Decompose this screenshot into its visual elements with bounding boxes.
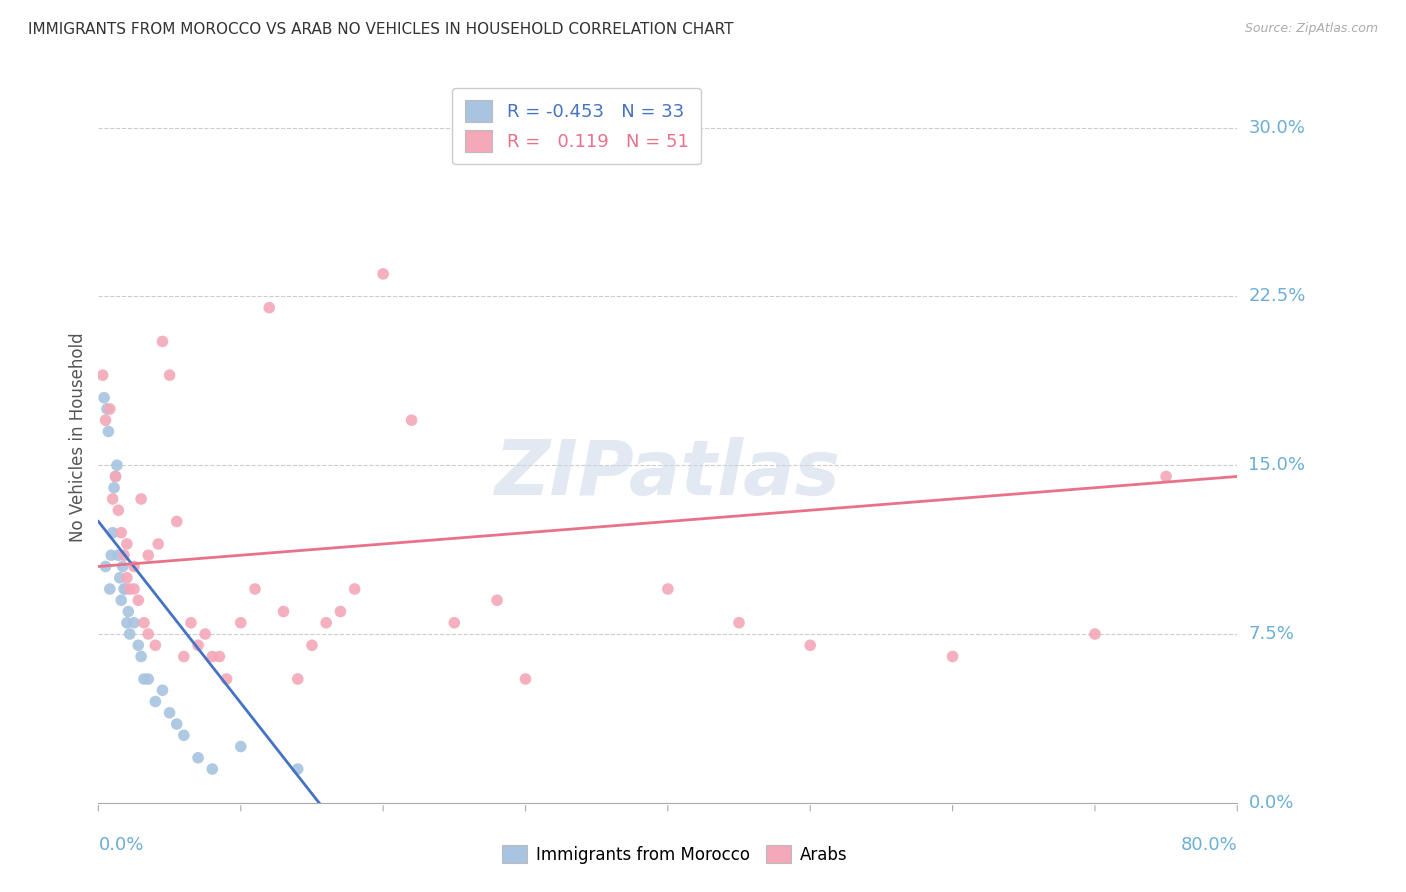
Point — [112, 582, 135, 596]
Point — [132, 672, 155, 686]
Point — [443, 615, 465, 630]
Point — [173, 649, 195, 664]
Legend: Immigrants from Morocco, Arabs: Immigrants from Morocco, Arabs — [496, 838, 853, 871]
Text: 7.5%: 7.5% — [1249, 625, 1295, 643]
Point — [287, 672, 309, 686]
Legend: R = -0.453   N = 33, R =   0.119   N = 51: R = -0.453 N = 33, R = 0.119 N = 51 — [453, 87, 702, 164]
Point — [287, 762, 309, 776]
Text: 0.0%: 0.0% — [1249, 794, 1294, 812]
Point — [486, 593, 509, 607]
Point — [129, 491, 152, 506]
Point — [94, 559, 117, 574]
Point — [103, 481, 125, 495]
Point — [371, 267, 394, 281]
Point — [117, 605, 139, 619]
Point — [201, 762, 224, 776]
Point — [401, 413, 423, 427]
Point — [173, 728, 195, 742]
Text: ZIPatlas: ZIPatlas — [495, 437, 841, 510]
Point — [122, 559, 145, 574]
Text: IMMIGRANTS FROM MOROCCO VS ARAB NO VEHICLES IN HOUSEHOLD CORRELATION CHART: IMMIGRANTS FROM MOROCCO VS ARAB NO VEHIC… — [28, 22, 734, 37]
Point — [301, 638, 323, 652]
Point — [259, 301, 281, 315]
Point — [942, 649, 965, 664]
Point — [96, 401, 118, 416]
Point — [159, 368, 181, 383]
Point — [187, 751, 209, 765]
Point — [159, 706, 181, 720]
Point — [194, 627, 217, 641]
Point — [107, 548, 129, 562]
Point — [94, 413, 117, 427]
Point — [145, 694, 167, 708]
Point — [229, 739, 252, 754]
Point — [105, 458, 128, 473]
Point — [728, 615, 751, 630]
Point — [329, 605, 352, 619]
Point — [107, 503, 129, 517]
Text: 80.0%: 80.0% — [1181, 836, 1237, 854]
Point — [98, 582, 121, 596]
Point — [343, 582, 366, 596]
Point — [166, 515, 188, 529]
Point — [1154, 469, 1177, 483]
Point — [166, 717, 188, 731]
Point — [136, 672, 159, 686]
Point — [136, 548, 159, 562]
Point — [98, 401, 121, 416]
Text: 0.0%: 0.0% — [98, 836, 143, 854]
Point — [132, 615, 155, 630]
Point — [104, 469, 127, 483]
Point — [187, 638, 209, 652]
Point — [91, 368, 114, 383]
Point — [215, 672, 238, 686]
Point — [127, 593, 149, 607]
Point — [585, 109, 607, 123]
Point — [114, 582, 136, 596]
Point — [657, 582, 679, 596]
Point — [122, 615, 145, 630]
Point — [97, 425, 120, 439]
Point — [108, 571, 131, 585]
Point — [273, 605, 295, 619]
Point — [115, 571, 138, 585]
Point — [129, 649, 152, 664]
Point — [152, 683, 174, 698]
Point — [118, 627, 141, 641]
Point — [201, 649, 224, 664]
Point — [115, 615, 138, 630]
Point — [110, 593, 132, 607]
Text: Source: ZipAtlas.com: Source: ZipAtlas.com — [1244, 22, 1378, 36]
Point — [93, 391, 115, 405]
Point — [136, 627, 159, 641]
Point — [180, 615, 202, 630]
Point — [110, 525, 132, 540]
Point — [101, 525, 124, 540]
Point — [799, 638, 821, 652]
Text: 15.0%: 15.0% — [1249, 456, 1305, 475]
Point — [118, 582, 141, 596]
Point — [112, 548, 135, 562]
Point — [148, 537, 170, 551]
Point — [229, 615, 252, 630]
Text: 22.5%: 22.5% — [1249, 287, 1306, 305]
Point — [208, 649, 231, 664]
Point — [100, 548, 122, 562]
Point — [152, 334, 174, 349]
Point — [127, 638, 149, 652]
Point — [243, 582, 266, 596]
Point — [1084, 627, 1107, 641]
Point — [111, 559, 134, 574]
Point — [101, 491, 124, 506]
Text: 30.0%: 30.0% — [1249, 119, 1305, 136]
Point — [104, 469, 127, 483]
Point — [145, 638, 167, 652]
Point — [315, 615, 337, 630]
Point — [115, 537, 138, 551]
Point — [515, 672, 537, 686]
Point — [122, 582, 145, 596]
Y-axis label: No Vehicles in Household: No Vehicles in Household — [69, 332, 87, 542]
